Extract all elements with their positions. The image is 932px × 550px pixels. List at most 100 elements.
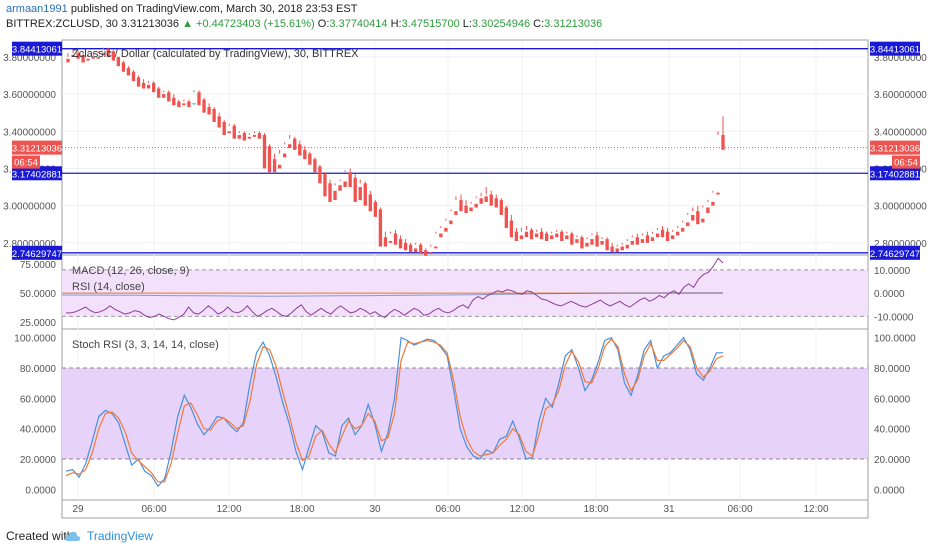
price-axis-tick-right: 3.40000000 xyxy=(874,127,927,138)
level-label-left: 3.84413061 xyxy=(12,45,62,56)
candle-body xyxy=(197,92,201,106)
candle-body xyxy=(393,233,398,245)
candle-body xyxy=(716,192,720,195)
candle-body xyxy=(424,250,428,256)
author-link[interactable]: armaan1991 xyxy=(6,3,68,15)
candle-body xyxy=(449,220,453,225)
last-price-label-left: 3.31213036 xyxy=(12,144,62,155)
level-label-left-bg xyxy=(12,245,62,260)
candle-body xyxy=(388,240,393,243)
created-with-text: Created with xyxy=(6,529,74,543)
time-axis-tick: 12:00 xyxy=(509,504,534,515)
candle-body xyxy=(484,196,488,202)
countdown-left: 06:54 xyxy=(14,158,38,169)
level-label-right: 3.84413061 xyxy=(870,45,920,56)
candle-body xyxy=(262,134,267,169)
candle-body xyxy=(313,159,317,173)
candle-body xyxy=(630,240,634,245)
candle-body xyxy=(464,205,468,214)
macd-axis-tick: 0.0000 xyxy=(874,289,905,300)
level-label-right-bg xyxy=(870,245,920,260)
candle-body xyxy=(434,246,438,249)
candle-body xyxy=(575,239,579,243)
countdown-right: 06:54 xyxy=(894,158,918,169)
candle-body xyxy=(650,237,655,241)
candle-body xyxy=(413,248,418,253)
level-label-left-bg xyxy=(12,41,62,56)
price-axis-tick-right: 3.80000000 xyxy=(874,53,927,64)
candle-body xyxy=(534,233,539,238)
time-axis-tick: 18:00 xyxy=(583,504,608,515)
price-axis-tick-left: 3.60000000 xyxy=(3,90,56,101)
ohlc-line: BITTREX:ZCLUSD, 30 3.31213036 ▲ +0.44723… xyxy=(6,18,602,30)
stoch-rsi-title: Stoch RSI (3, 3, 14, 14, close) xyxy=(72,339,219,351)
candle-body xyxy=(66,58,70,63)
candle-body xyxy=(378,209,383,247)
rsi-axis-tick: 25.0000 xyxy=(20,318,57,329)
price-axis-tick-left: 3.80000000 xyxy=(3,53,56,64)
candle-body xyxy=(126,68,131,76)
main-chart-title: Zclassic / Dollar (calculated by Trading… xyxy=(72,48,359,60)
candle-body xyxy=(172,97,176,106)
candle-body xyxy=(323,174,327,197)
candle-body xyxy=(212,108,216,122)
candle-body xyxy=(146,84,151,89)
close-value: 3.31213036 xyxy=(544,18,603,30)
candle-body xyxy=(681,227,685,232)
candle-body xyxy=(610,246,614,253)
candle-body xyxy=(721,134,725,150)
macd-line xyxy=(61,292,723,297)
candle-body xyxy=(131,71,136,82)
last-price-label-right: 3.31213036 xyxy=(870,144,920,155)
candle-body xyxy=(96,56,100,59)
stoch-axis-tick-right: 80.0000 xyxy=(874,364,911,375)
candle-body xyxy=(655,233,660,238)
publish-line: armaan1991 published on TradingView.com,… xyxy=(6,3,357,15)
candle-body xyxy=(403,242,408,251)
level-label-left: 3.17402881 xyxy=(12,169,62,180)
candle-body xyxy=(338,185,342,191)
published-text: published on TradingView.com, March 30, … xyxy=(70,3,358,15)
candle-body xyxy=(474,203,478,208)
candle-body xyxy=(373,201,378,217)
candle-body xyxy=(242,133,247,141)
candle-body xyxy=(232,125,236,139)
candle-body xyxy=(585,242,589,247)
stoch-axis-tick-left: 20.0000 xyxy=(20,455,57,466)
tradingview-logo-text[interactable]: TradingView xyxy=(87,529,154,543)
level-label-right-bg xyxy=(870,166,920,181)
candle-body xyxy=(368,194,372,212)
tradingview-cloud-icon xyxy=(64,531,81,541)
candle-body xyxy=(615,248,619,253)
stoch-axis-tick-left: 80.0000 xyxy=(20,364,57,375)
candle-body xyxy=(499,200,503,215)
macd-title: MACD (12, 26, close, 9) xyxy=(72,265,189,277)
candle-body xyxy=(353,177,357,202)
candle-body xyxy=(267,146,272,173)
chart-area[interactable]: 29 06:00 12:00 18:00 30 06:00 12:00 18:00 31 06:0… xyxy=(0,0,932,520)
candle-body xyxy=(328,183,332,202)
stoch-axis-tick-right: 60.0000 xyxy=(874,394,911,405)
candle-body xyxy=(701,218,705,223)
level-label-right-bg xyxy=(870,41,920,56)
stoch-axis-tick-left: 0.0000 xyxy=(25,485,56,496)
candle-body xyxy=(514,231,519,241)
candle-body xyxy=(660,229,665,238)
candle-body xyxy=(479,198,483,204)
time-axis-tick: 06:00 xyxy=(727,504,752,515)
candle-body xyxy=(187,101,191,108)
candle-body xyxy=(288,144,292,148)
candle-body xyxy=(590,239,594,245)
candle-body xyxy=(519,235,524,240)
last-price-label-right-bg xyxy=(870,140,920,155)
candle-body xyxy=(282,153,287,158)
candle-body xyxy=(429,252,433,254)
candle-body xyxy=(247,136,252,139)
candle-body xyxy=(222,121,226,135)
candle-body xyxy=(303,149,307,160)
level-label-right: 2.74629747 xyxy=(870,249,920,260)
open-value: 3.37740414 xyxy=(329,18,388,30)
candle-body xyxy=(560,231,564,241)
candle-body xyxy=(111,51,116,61)
time-axis-tick: 12:00 xyxy=(216,504,241,515)
